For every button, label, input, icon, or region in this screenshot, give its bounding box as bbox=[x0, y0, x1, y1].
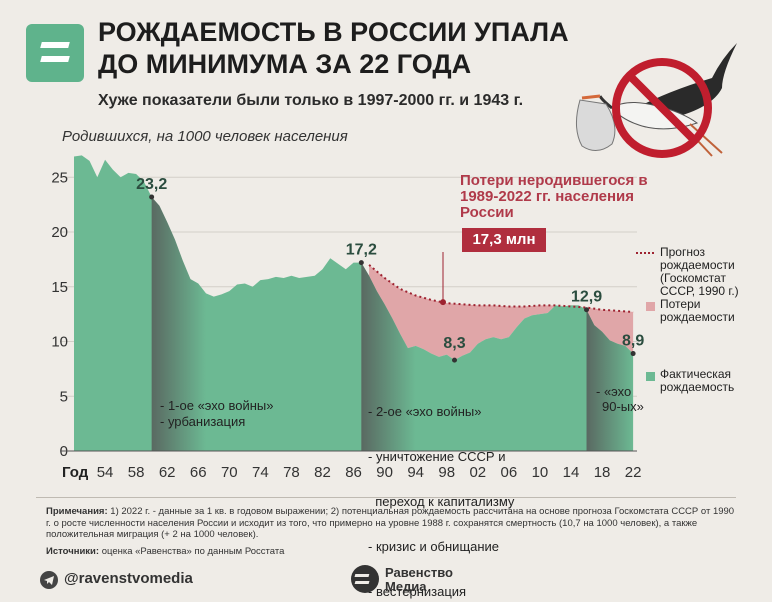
actual-area bbox=[74, 155, 634, 451]
annotation-line: - «эхо bbox=[596, 384, 632, 399]
bundle-icon bbox=[576, 99, 616, 151]
y-tick-label: 20 bbox=[51, 224, 68, 241]
y-axis-label: Родившихся, на 1000 человек населения bbox=[62, 128, 348, 145]
x-tick-label: 22 bbox=[625, 464, 642, 481]
brand-line-2: Медиа bbox=[385, 579, 427, 594]
x-tick-label: 02 bbox=[469, 464, 486, 481]
telegram-icon[interactable] bbox=[40, 571, 58, 589]
chart-areas bbox=[74, 155, 634, 451]
annotation-line: - кризис и обнищание bbox=[368, 539, 500, 554]
x-tick-label: 66 bbox=[190, 464, 207, 481]
data-label: 23,2 bbox=[136, 176, 167, 193]
brand-logo-icon bbox=[351, 565, 379, 593]
y-tick-label: 15 bbox=[51, 279, 68, 296]
x-tick-label: 54 bbox=[97, 464, 114, 481]
prohibition-icon bbox=[612, 58, 712, 158]
legend-losses-label: Потери рождаемости bbox=[660, 297, 735, 324]
source-label: Источники: bbox=[46, 546, 100, 557]
annotation-echo-3: - «эхо 90-ых» bbox=[596, 384, 644, 414]
shaded-period bbox=[361, 262, 416, 451]
annotation-line: - урбанизация bbox=[160, 414, 246, 429]
data-point bbox=[452, 357, 458, 363]
x-tick-label: 82 bbox=[314, 464, 331, 481]
y-tick-label: 25 bbox=[51, 169, 68, 186]
data-point bbox=[630, 351, 636, 357]
x-tick-label: 62 bbox=[159, 464, 176, 481]
loss-pointer-dot bbox=[440, 299, 446, 306]
shaded-period bbox=[586, 309, 634, 451]
x-tick-label: 70 bbox=[221, 464, 238, 481]
y-tick-label: 10 bbox=[51, 334, 68, 351]
x-tick-label: 74 bbox=[252, 464, 269, 481]
x-tick-label: 10 bbox=[532, 464, 549, 481]
data-label: 8,9 bbox=[622, 333, 644, 350]
x-tick-label: 18 bbox=[594, 464, 611, 481]
x-tick-label: 58 bbox=[128, 464, 145, 481]
y-tick-label: 5 bbox=[60, 388, 68, 405]
annotation-line: - 1-ое «эхо войны» bbox=[160, 398, 274, 413]
legend-actual-label: Фактическая рождаемость bbox=[660, 367, 735, 394]
x-tick-label: 86 bbox=[345, 464, 362, 481]
brand-name: Равенство Медиа bbox=[385, 566, 453, 594]
x-tick-label: 98 bbox=[438, 464, 455, 481]
x-tick-label: 78 bbox=[283, 464, 300, 481]
loss-area bbox=[369, 264, 634, 361]
x-axis-label: Год bbox=[62, 464, 89, 481]
legend-actual-marker bbox=[646, 372, 655, 381]
annotation-line: - 2-ое «эхо войны» bbox=[368, 404, 482, 419]
data-label: 8,3 bbox=[443, 335, 465, 352]
footnote: Примечания: 1) 2022 г. - данные за 1 кв.… bbox=[46, 506, 736, 541]
footnote-text: 1) 2022 г. - данные за 1 кв. в годовом в… bbox=[46, 506, 735, 540]
annotation-line: - уничтожение СССР и bbox=[368, 449, 506, 464]
page-subtitle: Хуже показатели были только в 1997-2000 … bbox=[98, 92, 524, 109]
loss-title: Потери неродившегося в 1989-2022 гг. нас… bbox=[460, 172, 648, 221]
annotation-echo-1: - 1-ое «эхо войны» - урбанизация bbox=[160, 398, 274, 430]
source: Источники: оценка «Равенства» по данным … bbox=[46, 546, 284, 557]
legend-forecast-label: Прогноз рождаемости (Госкомстат СССР, 19… bbox=[660, 245, 739, 298]
page-title: РОЖДАЕМОСТЬ В РОССИИ УПАЛА ДО МИНИМУМА З… bbox=[98, 17, 569, 79]
divider bbox=[36, 497, 736, 498]
shaded-period bbox=[151, 196, 207, 451]
legend-forecast-marker bbox=[636, 252, 654, 254]
data-label: 17,2 bbox=[346, 242, 377, 259]
data-point bbox=[584, 307, 590, 313]
data-point bbox=[149, 194, 155, 200]
x-tick-label: 90 bbox=[376, 464, 393, 481]
loss-value-badge: 17,3 млн bbox=[462, 228, 546, 252]
x-tick-label: 06 bbox=[501, 464, 518, 481]
footnote-label: Примечания: bbox=[46, 506, 108, 517]
stork-illustration bbox=[576, 43, 737, 158]
annotation-line: 90-ых» bbox=[602, 399, 644, 414]
logo-icon bbox=[26, 24, 84, 82]
data-point bbox=[358, 260, 364, 266]
forecast-line bbox=[368, 264, 634, 313]
x-tick-labels: Год 54 58 62 66 70 74 78 82 86 90 94 98 02 06 10 14 18 22 bbox=[60, 450, 642, 481]
data-label: 12,9 bbox=[571, 289, 602, 306]
chart-marks: 23,2 17,2 8,3 12,9 8,9 bbox=[136, 176, 644, 363]
source-text: оценка «Равенства» по данным Росстата bbox=[101, 546, 285, 557]
shaded-periods bbox=[151, 196, 634, 451]
brand-line-1: Равенство bbox=[385, 565, 453, 580]
x-tick-label: 14 bbox=[563, 464, 580, 481]
x-tick-label: 94 bbox=[407, 464, 424, 481]
telegram-handle[interactable]: @ravenstvomedia bbox=[64, 570, 193, 587]
legend-losses-marker bbox=[646, 302, 655, 311]
